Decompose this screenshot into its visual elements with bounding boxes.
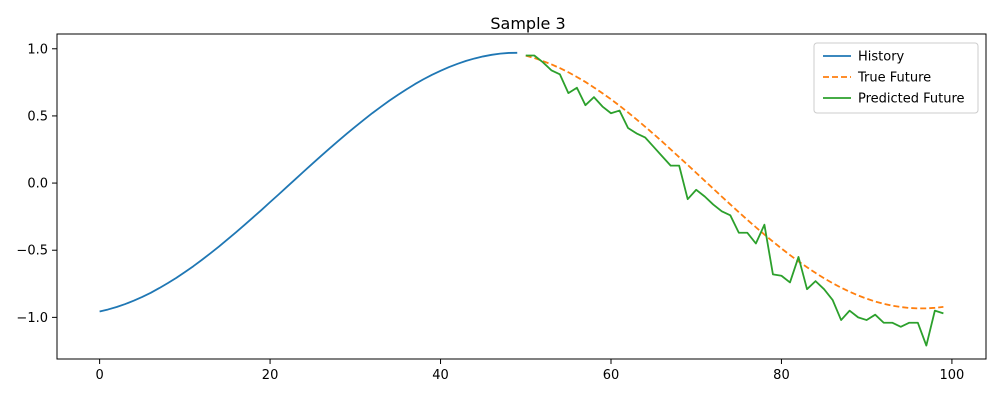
axes-frame <box>56 33 987 360</box>
chart-title: Sample 3 <box>490 14 565 33</box>
y-tick-label: 1.0 <box>27 42 48 57</box>
series-layer <box>99 51 944 347</box>
x-tick-label: 80 <box>773 368 790 383</box>
y-tick-label: −1.0 <box>16 311 48 326</box>
legend-label-0: History <box>858 50 905 65</box>
y-tick-label: 0.5 <box>27 109 48 124</box>
legend-label-1: True Future <box>857 71 931 86</box>
legend-label-2: Predicted Future <box>858 92 965 107</box>
y-tick-label: 0.0 <box>27 177 48 192</box>
series-line-1 <box>525 54 944 310</box>
x-tick-label: 60 <box>603 368 620 383</box>
x-tick-label: 0 <box>95 368 103 383</box>
legend-box <box>813 42 979 114</box>
axes: 0 20 40 60 80 100 −1.0 −0.5 0.0 0.5 1.0 <box>16 33 987 383</box>
x-tick-label: 20 <box>262 368 279 383</box>
series-line-0 <box>99 51 518 313</box>
series-line-2 <box>525 54 944 347</box>
x-tick-label: 100 <box>939 368 964 383</box>
legend: History True Future Predicted Future <box>813 42 979 114</box>
x-tick-label: 40 <box>432 368 449 383</box>
y-tick-label: −0.5 <box>16 244 48 259</box>
